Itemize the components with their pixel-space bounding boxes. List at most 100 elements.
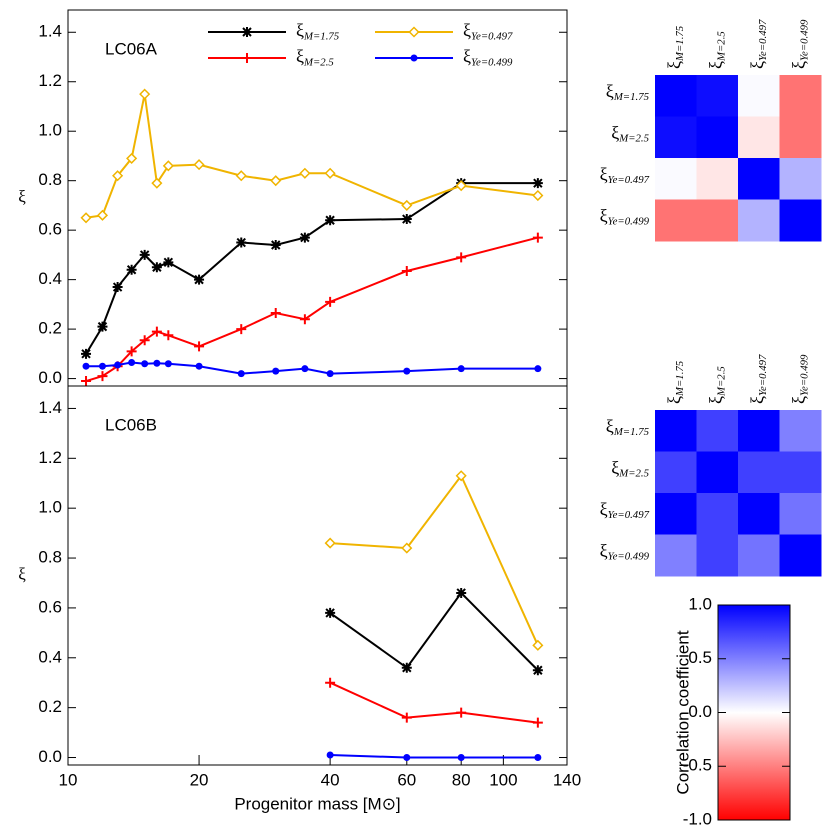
data-point [457, 754, 465, 762]
data-point [80, 212, 92, 224]
data-point [82, 362, 90, 370]
data-point [534, 754, 542, 762]
data-point [532, 639, 544, 651]
data-point [403, 367, 411, 375]
data-point [325, 215, 336, 226]
data-point [151, 326, 162, 337]
data-point [126, 346, 137, 357]
colorbar-tick-label: 0.0 [688, 702, 712, 721]
heatmap-cell [655, 534, 697, 577]
data-point [401, 214, 412, 225]
data-point [151, 262, 162, 273]
y-axis-label: ξ [18, 187, 26, 206]
x-tick-label: 60 [397, 770, 416, 789]
series-line [330, 754, 538, 759]
heatmap-cell [655, 493, 697, 535]
column-label: ξYe=0.499 [788, 19, 811, 69]
data-point [532, 189, 544, 202]
data-point [532, 717, 543, 728]
legend-label: ξM=1.75 [296, 20, 340, 43]
data-point [534, 365, 542, 373]
heatmap-cell [696, 534, 739, 577]
y-tick-label: 0.0 [38, 368, 62, 387]
heatmap-cell [738, 451, 780, 494]
data-point [237, 370, 245, 378]
x-tick-label: 40 [321, 770, 340, 789]
heatmap-cell [655, 75, 697, 117]
data-point [194, 341, 205, 352]
data-point [112, 170, 124, 182]
heatmap-cell [738, 410, 780, 452]
series-line [330, 473, 539, 646]
y-tick-label: 1.2 [38, 71, 62, 90]
data-point [153, 359, 161, 367]
heatmap-cell [655, 116, 697, 159]
y-tick-label: 1.4 [38, 398, 62, 417]
heatmap-cell [696, 75, 739, 117]
column-label: ξYe=0.497 [747, 354, 770, 404]
row-label: ξYe=0.499 [600, 205, 650, 228]
heatmap-cell [696, 199, 739, 242]
data-point [324, 537, 336, 549]
row-label: ξM=2.5 [611, 122, 649, 145]
data-point [325, 296, 336, 307]
data-point [139, 249, 150, 260]
heatmap-cell [696, 116, 739, 159]
panel-label: LC06A [105, 39, 158, 58]
data-point [270, 308, 281, 319]
heatmap-cell [738, 493, 780, 535]
heatmap-cell [779, 451, 822, 494]
row-label: ξYe=0.497 [600, 499, 650, 522]
row-label: ξYe=0.497 [600, 164, 650, 187]
data-point [301, 365, 309, 373]
heatmap-cell [779, 158, 822, 200]
legend-label: ξYe=0.499 [463, 46, 513, 69]
colorbar-tick-label: -0.5 [683, 756, 712, 775]
data-point [455, 470, 467, 482]
data-point [164, 360, 172, 368]
heatmap-cell [696, 493, 739, 535]
column-label: ξYe=0.499 [788, 354, 811, 404]
data-point [236, 237, 247, 248]
colorbar-label: Correlation coefficient [673, 630, 692, 794]
data-point [81, 348, 92, 359]
y-tick-label: 0.2 [38, 319, 62, 338]
x-tick-label: 80 [452, 770, 471, 789]
data-point [114, 361, 122, 369]
data-point [272, 367, 280, 375]
data-point [163, 330, 174, 341]
x-tick-label: 140 [553, 770, 581, 789]
heatmap-cell [779, 75, 822, 117]
data-point [112, 282, 123, 293]
data-point [96, 209, 109, 221]
heatmap-cell [738, 158, 780, 200]
data-point [532, 232, 543, 243]
heatmap-cell [655, 451, 697, 494]
data-point [98, 362, 106, 370]
data-point [532, 665, 543, 676]
colorbar-tick-label: -1.0 [683, 809, 712, 828]
data-point [401, 712, 412, 723]
y-tick-label: 0.0 [38, 747, 62, 766]
data-point [401, 662, 412, 673]
heatmap-cell [655, 410, 697, 452]
heatmap-cell [779, 410, 822, 452]
data-point [403, 754, 411, 762]
y-tick-label: 0.4 [38, 269, 62, 288]
data-point [194, 274, 205, 285]
data-point [457, 365, 465, 373]
y-tick-label: 1.4 [38, 22, 62, 41]
heatmap-cell [779, 116, 822, 159]
series-line [85, 182, 538, 355]
y-tick-label: 0.8 [38, 170, 62, 189]
data-point [299, 314, 310, 325]
row-label: ξM=1.75 [606, 81, 650, 104]
y-tick-label: 1.0 [38, 121, 62, 140]
data-point [163, 257, 174, 268]
heatmap-cell [779, 199, 822, 242]
data-point [139, 335, 150, 346]
data-point [299, 232, 310, 243]
colorbar-tick-label: 0.5 [688, 648, 712, 667]
x-tick-label: 10 [59, 770, 78, 789]
